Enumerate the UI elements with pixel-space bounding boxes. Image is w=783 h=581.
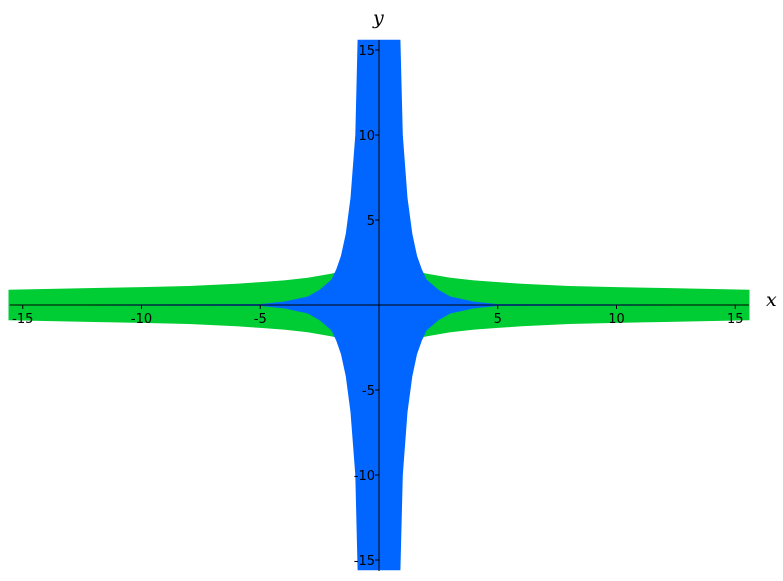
axis-ticks: -15 -10 -5 5 10 15 -15 -10 -5 5 10 15 [12, 44, 743, 569]
x-tick-label: 10 [608, 312, 625, 327]
y-axis-label: y [372, 7, 384, 29]
y-tick-label: 5 [367, 214, 375, 229]
y-tick-label: 15 [358, 44, 375, 59]
y-tick-label: -5 [362, 384, 375, 399]
x-tick-label: 5 [494, 312, 502, 327]
y-tick-label: -15 [354, 554, 375, 569]
x-tick-label: -10 [131, 312, 152, 327]
y-tick-label: -10 [354, 469, 375, 484]
x-tick-label: -5 [254, 312, 267, 327]
x-axis-label: x [766, 289, 777, 311]
x-tick-label: -15 [12, 312, 33, 327]
x-tick-label: 15 [727, 312, 744, 327]
y-tick-label: 10 [358, 129, 375, 144]
